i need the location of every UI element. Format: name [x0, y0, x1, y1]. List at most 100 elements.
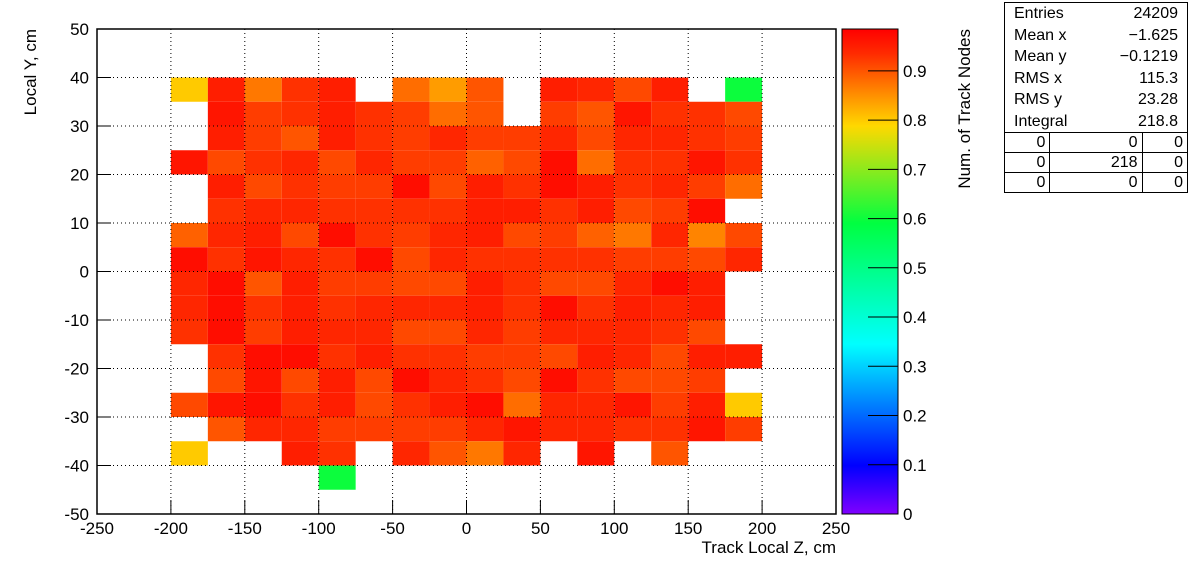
heatmap-cell — [540, 223, 578, 248]
heatmap-cell — [355, 198, 393, 223]
heatmap-cell — [466, 271, 504, 296]
heatmap-cell — [355, 101, 393, 126]
heatmap-cell — [318, 441, 356, 466]
heatmap-cell — [688, 417, 726, 442]
heatmap-cell — [540, 174, 578, 199]
heatmap-cell — [614, 77, 652, 102]
heatmap-cell — [429, 198, 467, 223]
heatmap-cell — [651, 223, 689, 248]
heatmap-cell — [281, 101, 319, 126]
stats-box: Entries 24209 Mean x −1.625 Mean y −0.1219 RMS… — [1004, 2, 1188, 193]
heatmap-cell — [392, 247, 430, 272]
stats-cell: 0 — [1005, 152, 1051, 173]
stats-value: 24209 — [1133, 5, 1179, 22]
stats-row: RMS y 23.28 — [1005, 89, 1187, 111]
heatmap-cell — [466, 392, 504, 417]
heatmap-cell — [355, 295, 393, 320]
heatmap-cell — [466, 295, 504, 320]
heatmap-cell — [577, 344, 615, 369]
heatmap-cell — [281, 295, 319, 320]
heatmap-cell — [244, 101, 282, 126]
heatmap-cell — [244, 223, 282, 248]
heatmap-cell — [577, 417, 615, 442]
heatmap-cell — [429, 126, 467, 151]
stats-row: Mean x −1.625 — [1005, 25, 1187, 47]
stats-row: RMS x 115.3 — [1005, 68, 1187, 90]
heatmap-cell — [688, 368, 726, 393]
heatmap-cell — [429, 392, 467, 417]
heatmap-cell — [170, 150, 208, 175]
heatmap-cell — [170, 392, 208, 417]
heatmap-cell — [318, 126, 356, 151]
heatmap-cell — [614, 150, 652, 175]
heatmap-cell — [614, 344, 652, 369]
heatmap-cell — [429, 441, 467, 466]
x-tick-label: 200 — [748, 519, 776, 538]
heatmap-cell — [651, 441, 689, 466]
colorbar-tick-label: 0.2 — [903, 407, 927, 426]
heatmap-cell — [318, 101, 356, 126]
heatmap-cell — [429, 271, 467, 296]
heatmap-cell — [466, 247, 504, 272]
heatmap-cell — [170, 441, 208, 466]
heatmap-cell — [318, 247, 356, 272]
heatmap-cell — [725, 101, 763, 126]
heatmap-cell — [503, 150, 541, 175]
heatmap-cell — [614, 126, 652, 151]
heatmap-cell — [688, 101, 726, 126]
heatmap-cell — [207, 198, 245, 223]
heatmap-cell — [281, 417, 319, 442]
x-tick-label: -150 — [228, 519, 262, 538]
heatmap-cell — [244, 271, 282, 296]
heatmap-cell — [725, 247, 763, 272]
heatmap-cell — [540, 295, 578, 320]
heatmap-cell — [281, 223, 319, 248]
heatmap-cell — [429, 174, 467, 199]
heatmap-cell — [651, 77, 689, 102]
heatmap-cell — [281, 271, 319, 296]
heatmap-cell — [503, 320, 541, 345]
stats-value: 23.28 — [1137, 91, 1178, 108]
heatmap-cell — [577, 295, 615, 320]
heatmap-cell — [355, 126, 393, 151]
heatmap-cell — [614, 223, 652, 248]
heatmap-cell — [651, 150, 689, 175]
heatmap-cell — [244, 344, 282, 369]
heatmap-cell — [244, 77, 282, 102]
heatmap-cell — [614, 174, 652, 199]
heatmap-cell — [318, 465, 356, 490]
heatmap-cell — [651, 126, 689, 151]
heatmap-cell — [540, 198, 578, 223]
stats-cell: 218 — [1049, 152, 1143, 173]
stats-cell: 0 — [1049, 132, 1143, 153]
heatmap-cell — [355, 320, 393, 345]
heatmap-cell — [281, 150, 319, 175]
y-tick-label: 40 — [70, 69, 89, 88]
heatmap-cell — [540, 392, 578, 417]
heatmap-cell — [540, 77, 578, 102]
heatmap-cell — [392, 150, 430, 175]
heatmap-cell — [540, 271, 578, 296]
y-tick-label: 10 — [70, 214, 89, 233]
heatmap-cell — [392, 126, 430, 151]
colorbar-tick-label: 0.6 — [903, 210, 927, 229]
heatmap-cell — [503, 223, 541, 248]
heatmap-cell — [725, 417, 763, 442]
heatmap-cell — [651, 320, 689, 345]
heatmap-cell — [503, 368, 541, 393]
stats-value: 218.8 — [1137, 112, 1178, 130]
heatmap-cell — [429, 77, 467, 102]
stats-cell: 0 — [1005, 172, 1051, 192]
x-tick-label: 50 — [531, 519, 550, 538]
x-tick-label: -200 — [154, 519, 188, 538]
stats-label: Entries — [1014, 5, 1064, 22]
heatmap-cell — [207, 417, 245, 442]
heatmap-cell — [688, 223, 726, 248]
heatmap-cell — [651, 368, 689, 393]
heatmap-cell — [725, 126, 763, 151]
heatmap-cell — [688, 174, 726, 199]
heatmap-cell — [429, 368, 467, 393]
heatmap-cell — [651, 174, 689, 199]
heatmap-cell — [207, 126, 245, 151]
x-tick-label: -250 — [80, 519, 114, 538]
